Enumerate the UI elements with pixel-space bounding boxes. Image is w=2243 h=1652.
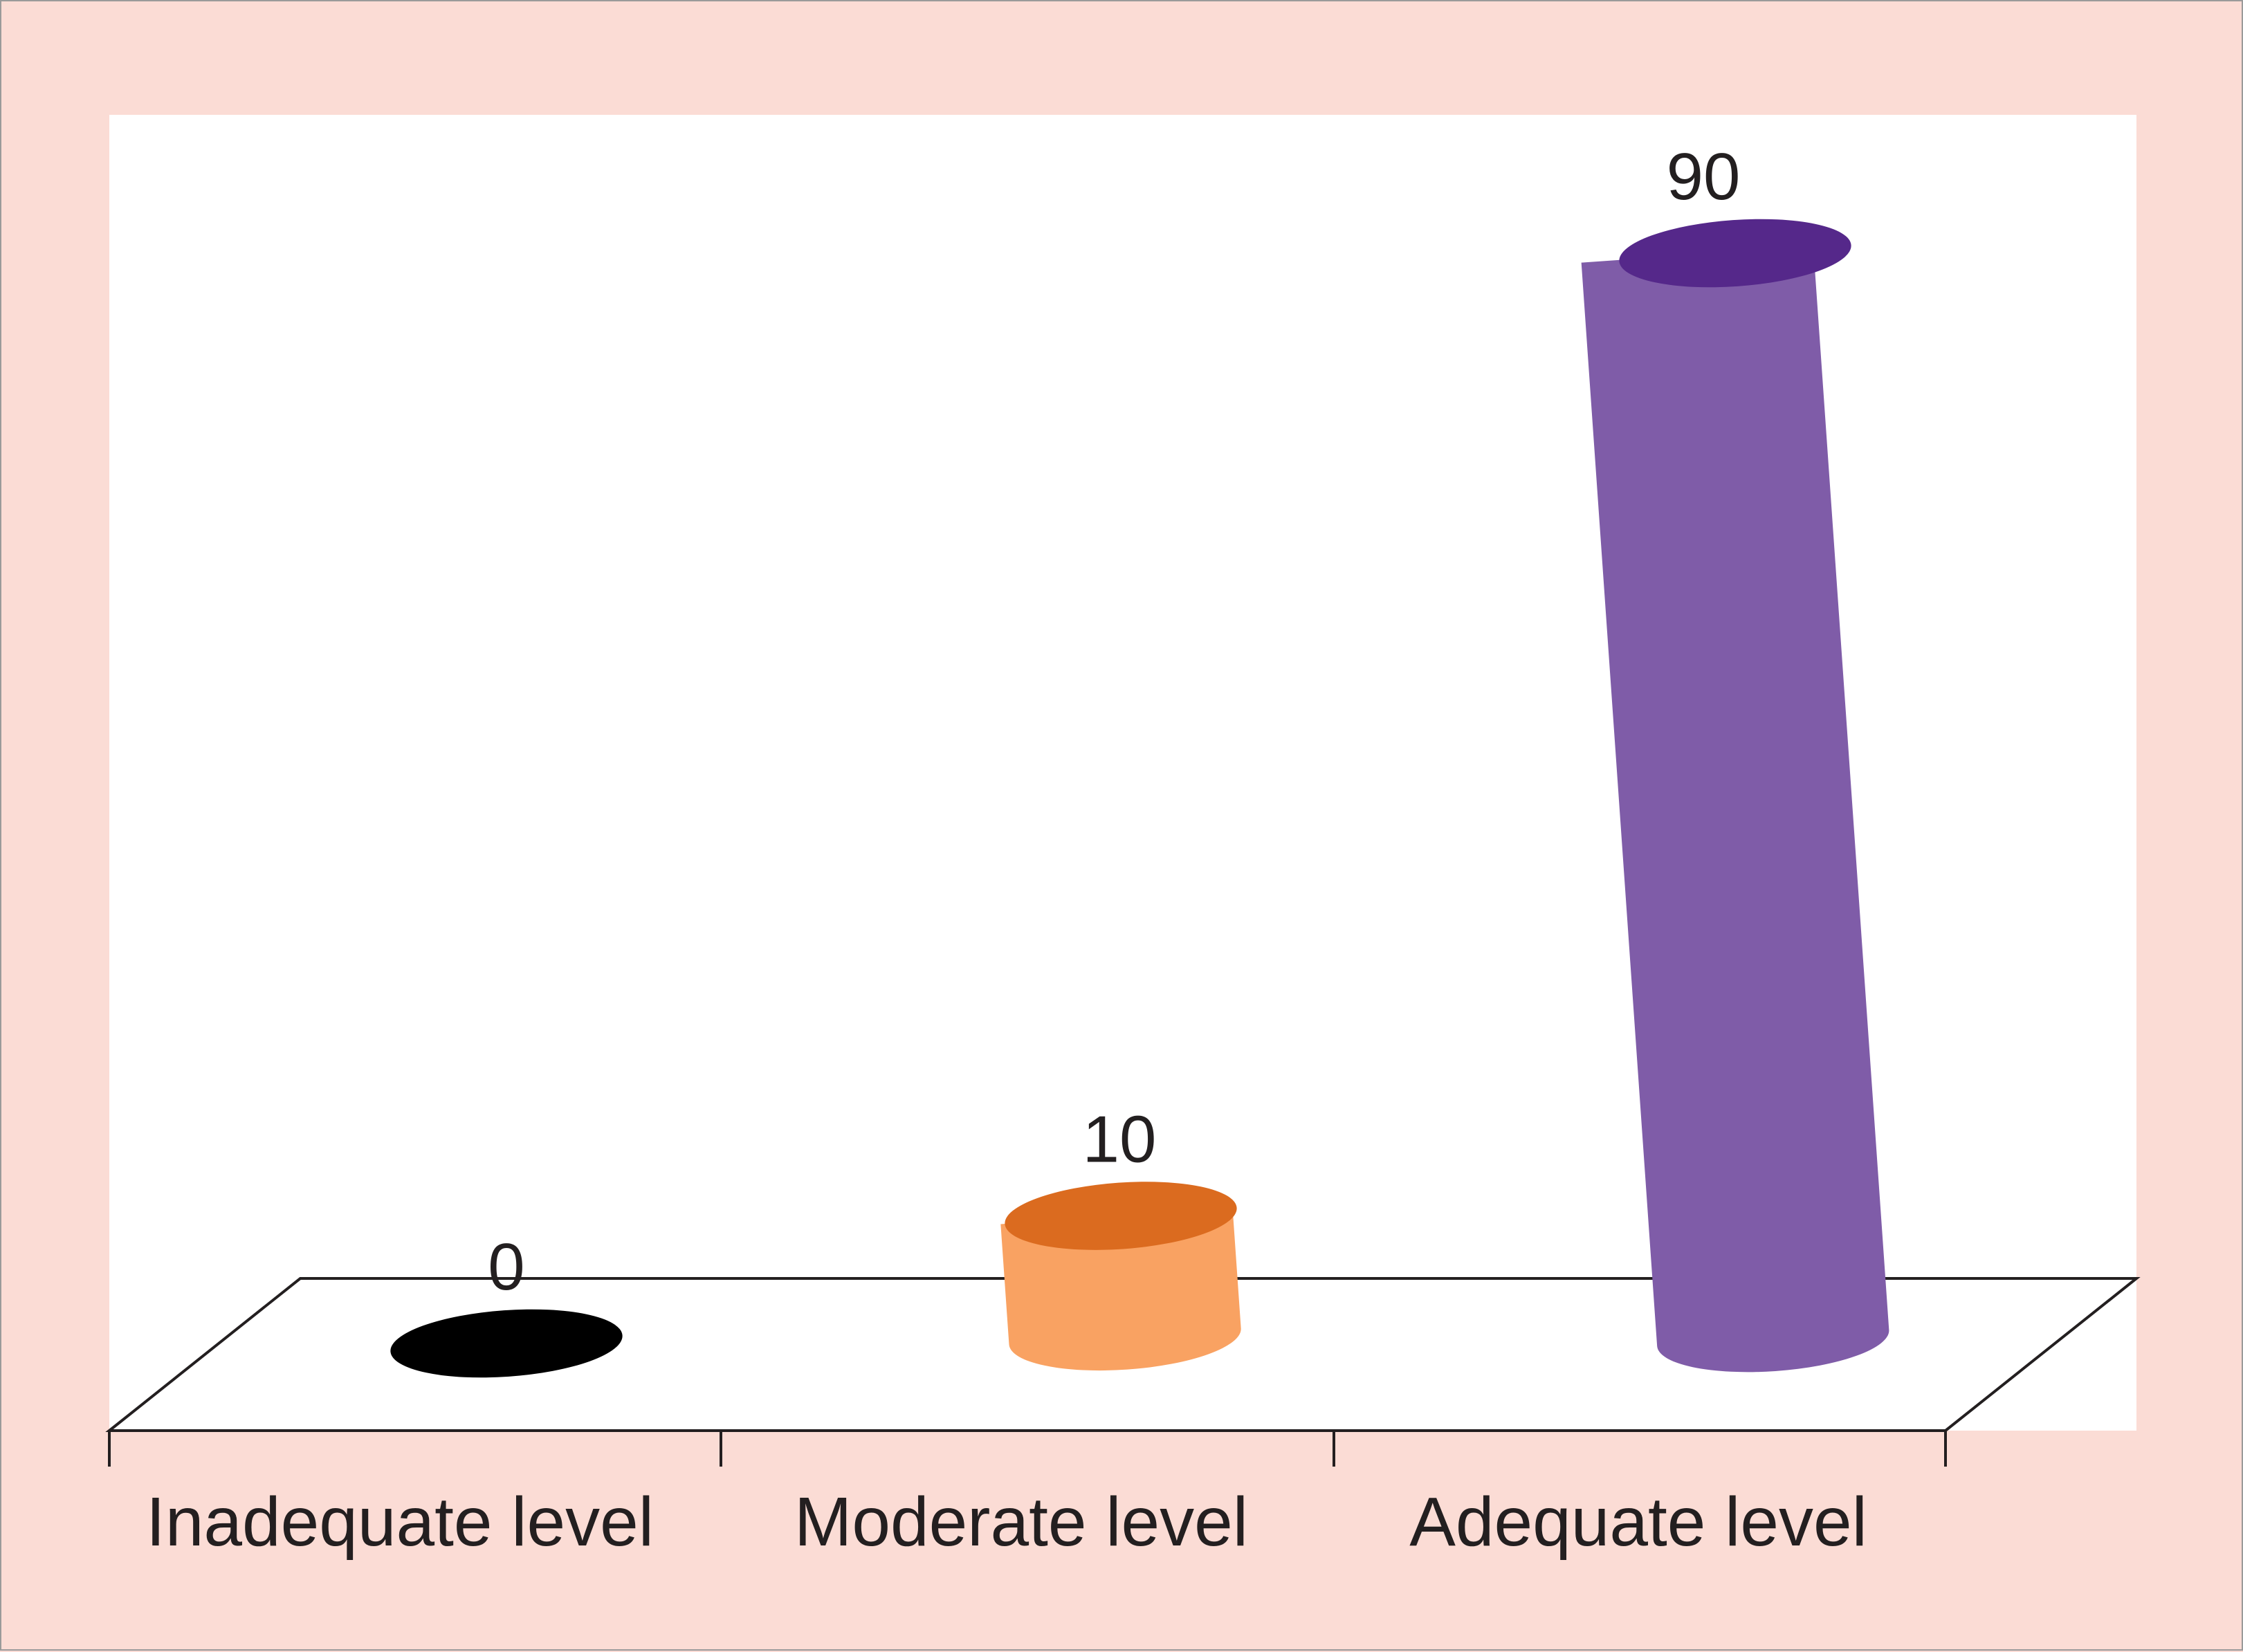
- bar-top-0: [390, 1309, 623, 1378]
- value-label: 90: [1667, 140, 1741, 214]
- bars-layer: [390, 219, 1889, 1378]
- value-label: 0: [488, 1230, 524, 1304]
- bar-2: [1581, 246, 1889, 1373]
- category-label: Moderate level: [794, 1483, 1248, 1561]
- bar-1: [1000, 1208, 1241, 1371]
- category-label: Inadequate level: [146, 1483, 654, 1561]
- category-label: Adequate level: [1409, 1483, 1867, 1561]
- value-label: 10: [1083, 1103, 1157, 1177]
- bar-top-1: [1005, 1182, 1237, 1250]
- bar-top-2: [1619, 219, 1851, 288]
